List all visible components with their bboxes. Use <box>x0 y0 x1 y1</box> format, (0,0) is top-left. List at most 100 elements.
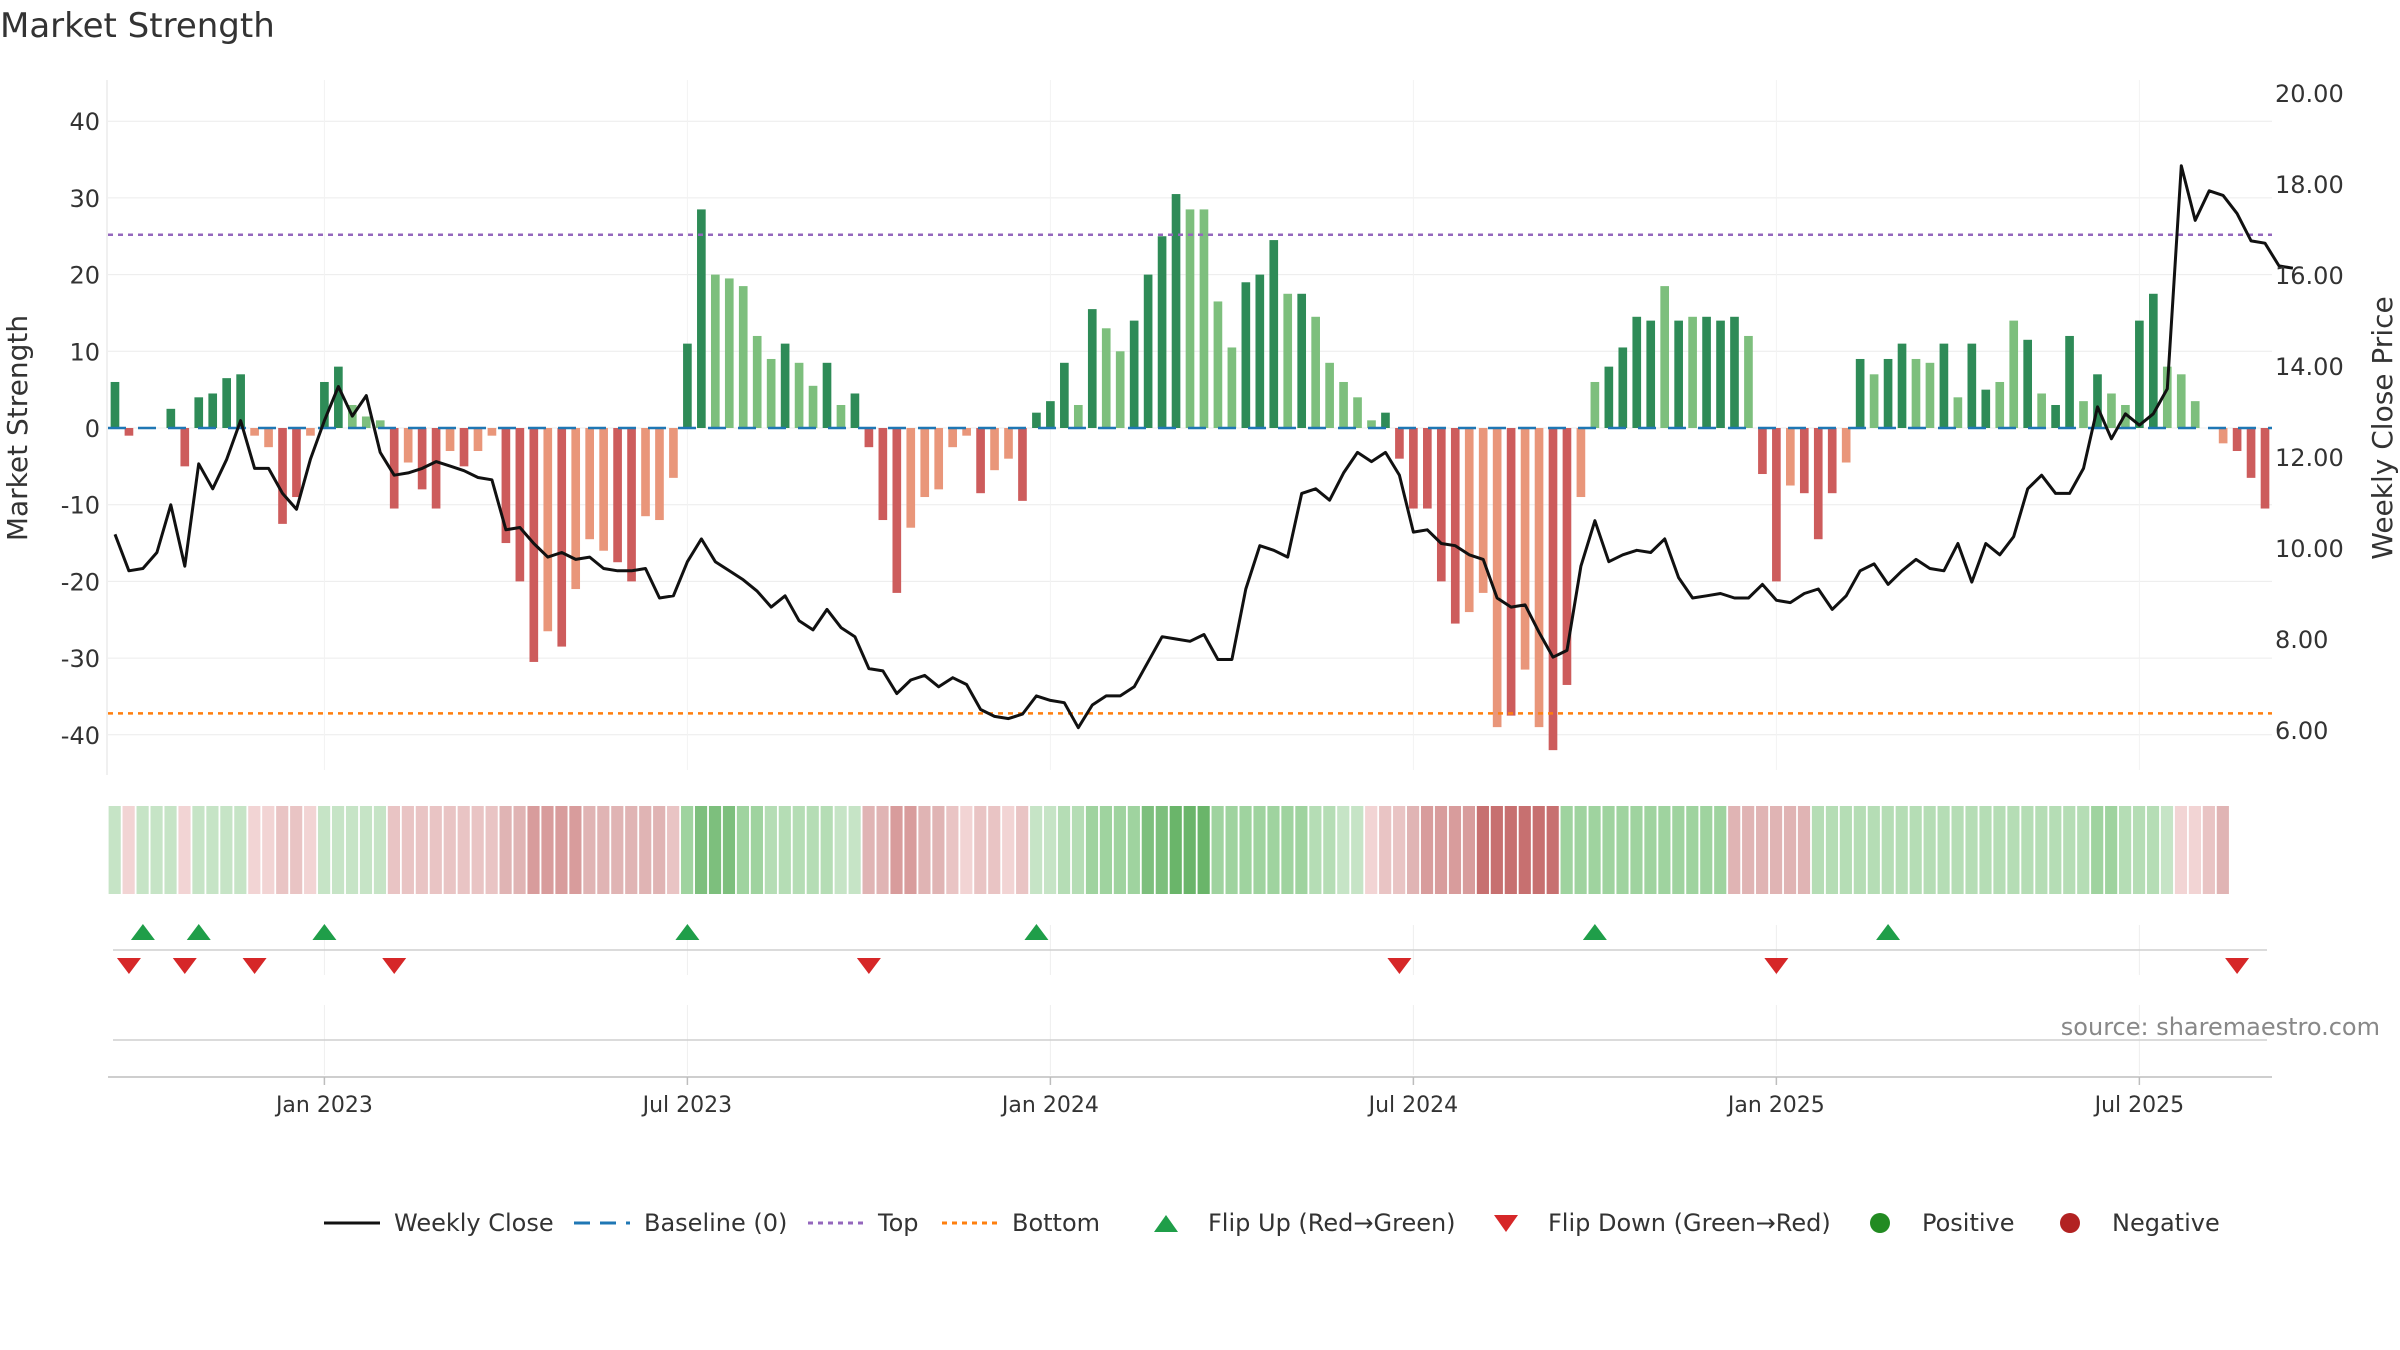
regime-cell <box>792 806 805 894</box>
strength-bar <box>1827 428 1837 494</box>
strength-bar <box>1436 428 1446 582</box>
flip-up-marker <box>1876 924 1901 940</box>
regime-cell <box>1434 806 1448 894</box>
strength-bar <box>417 428 427 490</box>
regime-cell <box>904 806 917 894</box>
strength-bar <box>292 428 301 498</box>
strength-bar <box>501 428 511 544</box>
regime-cell <box>457 806 470 894</box>
regime-cell <box>541 806 554 894</box>
strength-bar <box>1478 428 1488 593</box>
regime-cell <box>667 806 680 894</box>
strength-bar <box>320 381 329 428</box>
y2-axis-title: Weekly Close Price <box>2366 296 2399 559</box>
regime-cell <box>1407 806 1420 894</box>
regime-cell <box>862 806 875 894</box>
legend-label: Flip Down (Green→Red) <box>1548 1209 1831 1237</box>
strength-bar <box>361 416 371 428</box>
strength-bar <box>1004 428 1013 459</box>
regime-cell <box>1714 806 1727 894</box>
legend-item-top[interactable]: Top <box>806 1198 919 1248</box>
flip-down-marker <box>382 958 407 974</box>
strength-bar <box>1520 428 1530 670</box>
regime-cell <box>1546 806 1559 894</box>
regime-cell <box>2063 806 2076 894</box>
strength-bar <box>2079 401 2088 428</box>
strength-bar <box>697 209 706 428</box>
regime-cell <box>1337 806 1350 894</box>
strength-bar <box>571 428 581 590</box>
regime-cell <box>318 806 331 894</box>
strength-bar <box>2260 428 2270 509</box>
flip-down-marker <box>1764 958 1789 974</box>
strength-bar <box>1869 374 1879 428</box>
legend-item-baseline[interactable]: Baseline (0) <box>572 1198 787 1248</box>
strength-bar <box>2176 374 2186 428</box>
regime-cell <box>248 806 261 894</box>
y-tick-label: 10 <box>69 338 100 366</box>
strength-bar <box>459 428 469 467</box>
regime-cell <box>1099 806 1113 894</box>
regime-cell <box>1700 806 1713 894</box>
strength-bar <box>2162 366 2172 428</box>
strength-bar <box>1101 328 1111 428</box>
regime-cell <box>946 806 959 894</box>
regime-cell <box>1797 806 1811 894</box>
y-tick-label: -30 <box>61 645 100 673</box>
legend-item-flip_up[interactable]: Flip Up (Red→Green) <box>1136 1198 1456 1248</box>
regime-cell <box>290 806 303 894</box>
strength-bar <box>2218 428 2228 444</box>
regime-cell <box>1155 806 1168 894</box>
legend-line-dashed-icon <box>572 1208 632 1238</box>
regime-cell <box>1085 806 1099 894</box>
strength-bar <box>1171 194 1181 428</box>
regime-cell <box>1379 806 1392 894</box>
strength-bar <box>194 397 204 428</box>
regime-cell <box>1686 806 1699 894</box>
regime-cell <box>1295 806 1308 894</box>
strength-bar <box>236 374 245 428</box>
legend-item-negative[interactable]: Negative <box>2040 1198 2220 1248</box>
strength-bar <box>1506 428 1516 716</box>
legend-item-close[interactable]: Weekly Close <box>322 1198 554 1248</box>
legend-item-positive[interactable]: Positive <box>1850 1198 2015 1248</box>
regime-cell <box>122 806 135 894</box>
regime-cell <box>2202 806 2215 894</box>
strength-bar <box>1813 428 1823 540</box>
regime-cell <box>2188 806 2201 894</box>
strength-bar <box>1883 358 1893 428</box>
strength-bar <box>1129 320 1139 428</box>
legend-dot-green-icon <box>1850 1208 1910 1238</box>
regime-cell <box>1993 806 2006 894</box>
regime-cell <box>1518 806 1531 894</box>
strength-bar <box>627 428 636 582</box>
legend-item-flip_down[interactable]: Flip Down (Green→Red) <box>1476 1198 1831 1248</box>
strength-bar <box>1646 320 1656 428</box>
regime-cell <box>2132 806 2146 894</box>
legend-label: Positive <box>1922 1209 2015 1237</box>
regime-cell <box>1113 806 1126 894</box>
legend-item-bottom[interactable]: Bottom <box>940 1198 1100 1248</box>
regime-cell <box>555 806 568 894</box>
regime-cell <box>304 806 317 894</box>
regime-cell <box>2105 806 2118 894</box>
regime-cell <box>583 806 596 894</box>
strength-bar <box>752 335 762 428</box>
regime-cell <box>708 806 722 894</box>
regime-cell <box>192 806 205 894</box>
strength-bar <box>1381 412 1390 428</box>
strength-bar <box>1492 428 1502 728</box>
regime-cell <box>331 806 345 894</box>
strength-bar <box>431 428 441 509</box>
strength-bar <box>1786 428 1795 486</box>
strength-bar <box>1199 209 1209 428</box>
regime-cell <box>1071 806 1085 894</box>
strength-bar <box>250 428 259 436</box>
strength-bar <box>1688 316 1697 428</box>
flip-down-marker <box>116 958 141 974</box>
strength-bar <box>180 428 190 467</box>
legend-line-solid-icon <box>322 1208 382 1238</box>
strength-bar <box>1534 428 1544 728</box>
strength-bar <box>1087 309 1097 428</box>
